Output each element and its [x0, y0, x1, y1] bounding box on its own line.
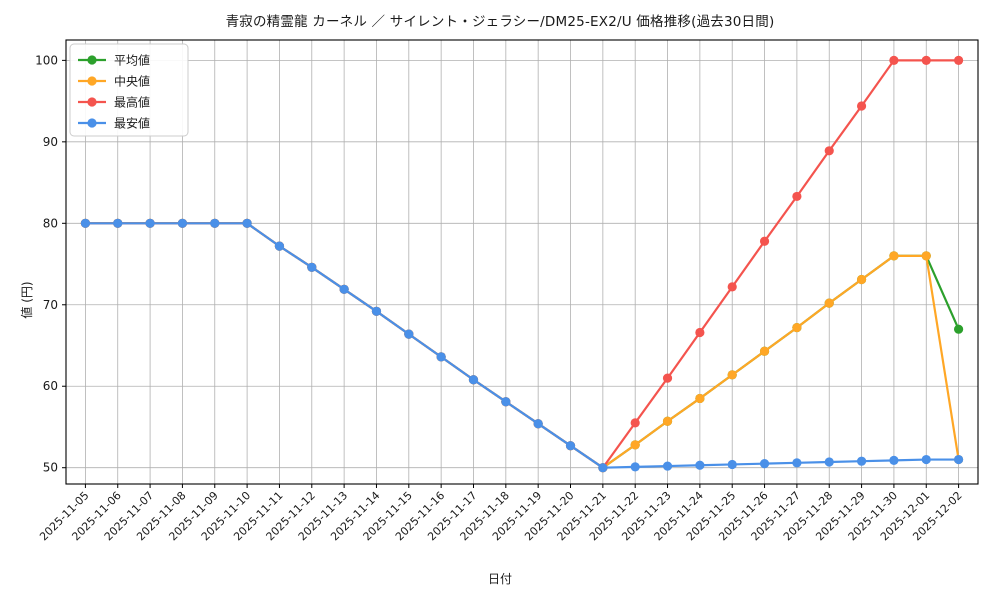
data-point — [242, 218, 252, 228]
legend-item-1[interactable]: 平均値 — [78, 53, 150, 68]
data-point — [565, 441, 576, 451]
data-point — [630, 462, 640, 472]
data-point — [404, 329, 414, 339]
data-point — [889, 455, 899, 465]
data-point — [501, 397, 511, 407]
data-point — [177, 218, 188, 228]
series-3 — [80, 55, 964, 473]
y-tick-label: 100 — [35, 53, 58, 67]
series-2 — [80, 218, 964, 473]
y-tick-label: 80 — [43, 216, 58, 230]
legend-marker-icon — [87, 76, 97, 86]
data-point — [856, 101, 867, 111]
data-point — [824, 457, 834, 467]
y-tick-label: 60 — [43, 379, 58, 393]
data-point — [824, 298, 834, 308]
data-point — [662, 373, 673, 383]
data-point — [339, 284, 349, 294]
legend-marker-icon — [87, 97, 97, 107]
data-point — [80, 218, 91, 228]
y-tick-label: 50 — [43, 461, 58, 475]
chart-title: 青寂の精霊龍 カーネル ／ サイレント・ジェラシー/DM25-EX2/U 価格推… — [225, 14, 775, 30]
data-point — [889, 251, 899, 261]
data-point — [792, 322, 802, 333]
data-point — [145, 218, 155, 228]
data-point — [953, 324, 964, 334]
data-point — [630, 418, 640, 428]
data-point — [371, 306, 382, 316]
data-point — [792, 191, 802, 202]
axes-spines — [62, 39, 979, 488]
data-point — [856, 456, 867, 466]
data-point — [727, 370, 737, 380]
data-point — [759, 459, 770, 469]
data-point — [533, 419, 543, 429]
legend-label: 平均値 — [114, 53, 150, 68]
y-tick-label: 70 — [43, 298, 58, 312]
data-point — [759, 346, 770, 356]
legend-item-2[interactable]: 中央値 — [78, 74, 150, 89]
legend-item-3[interactable]: 最高値 — [78, 95, 150, 110]
data-point — [307, 262, 317, 272]
y-tick-labels: 50 60 70 80 90 100 — [35, 53, 58, 474]
data-point — [695, 460, 705, 470]
data-point — [921, 55, 931, 65]
data-point — [953, 55, 964, 65]
series-1 — [80, 218, 964, 473]
data-point — [759, 236, 770, 246]
data-point — [695, 393, 705, 404]
legend-label: 最高値 — [114, 95, 150, 110]
legend-item-4[interactable]: 最安値 — [78, 116, 150, 131]
data-point — [598, 463, 608, 473]
x-tick-labels: 2025-11-052025-11-062025-11-072025-11-08… — [37, 489, 965, 543]
data-point — [953, 454, 964, 465]
series-4 — [80, 218, 964, 473]
legend-marker-icon — [87, 118, 97, 128]
data-point — [662, 416, 673, 426]
grid-layer — [66, 40, 978, 484]
legend-label: 中央値 — [114, 74, 150, 89]
x-axis-label: 日付 — [487, 572, 512, 586]
series-layer — [80, 55, 964, 473]
data-point — [856, 274, 867, 285]
data-point — [824, 146, 834, 156]
data-point — [889, 55, 899, 65]
data-point — [436, 352, 446, 362]
data-point — [727, 282, 737, 292]
data-point — [727, 459, 737, 470]
data-point — [274, 241, 285, 251]
data-point — [695, 327, 705, 338]
data-point — [210, 218, 220, 228]
data-point — [468, 375, 479, 385]
data-point — [792, 458, 802, 468]
y-tick-label: 90 — [43, 135, 58, 149]
data-point — [921, 251, 931, 261]
data-point — [662, 461, 673, 471]
legend-marker-icon — [87, 55, 97, 65]
legend-label: 最安値 — [114, 116, 150, 131]
data-point — [630, 440, 640, 450]
data-point — [921, 454, 931, 465]
data-point — [113, 218, 123, 228]
